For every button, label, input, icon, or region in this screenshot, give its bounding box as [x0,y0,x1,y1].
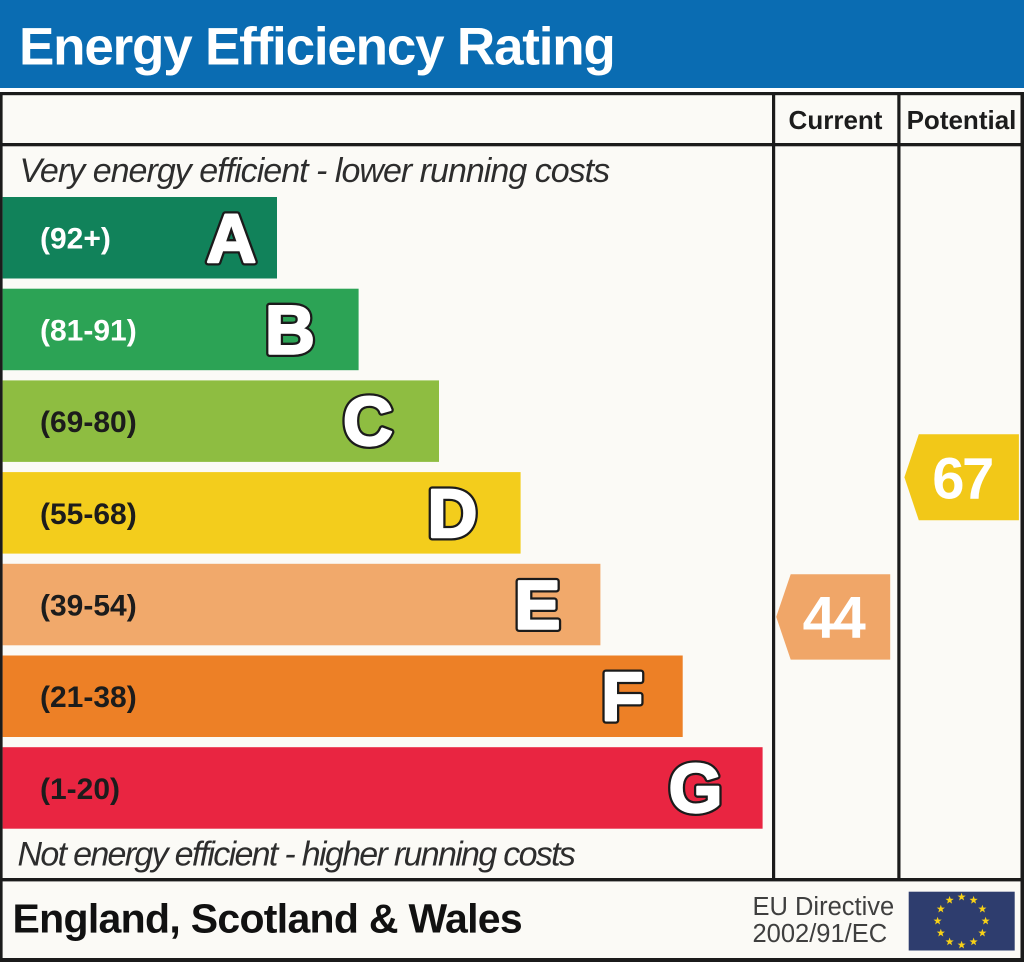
svg-text:(81-91): (81-91) [40,314,137,347]
svg-text:67: 67 [932,446,992,511]
svg-text:B: B [265,291,315,368]
svg-text:(55-68): (55-68) [40,498,137,531]
svg-text:2002/91/EC: 2002/91/EC [753,920,888,948]
svg-text:C: C [343,383,393,460]
svg-text:Very energy efficient - lower: Very energy efficient - lower running co… [20,152,611,190]
svg-text:(1-20): (1-20) [40,773,120,806]
svg-text:(69-80): (69-80) [40,406,137,439]
svg-text:D: D [428,475,478,552]
svg-text:G: G [669,750,723,827]
svg-text:E: E [514,567,560,644]
svg-text:D: D [428,475,478,552]
svg-text:A: A [206,200,256,277]
svg-text:Not energy efficient - higher: Not energy efficient - higher running co… [18,836,576,874]
svg-text:B: B [265,291,315,368]
svg-text:A: A [206,200,256,277]
svg-text:(21-38): (21-38) [40,681,137,714]
svg-text:F: F [601,658,643,735]
svg-text:(39-54): (39-54) [40,590,137,623]
svg-text:C: C [343,383,393,460]
svg-text:EU Directive: EU Directive [753,893,895,921]
svg-text:44: 44 [803,585,866,651]
svg-text:E: E [514,567,560,644]
svg-text:England, Scotland & Wales: England, Scotland & Wales [13,896,523,942]
svg-text:(92+): (92+) [40,223,111,256]
svg-text:Current: Current [789,105,883,135]
svg-text:G: G [669,750,723,827]
svg-text:Potential: Potential [907,105,1017,135]
svg-text:F: F [601,658,643,735]
svg-text:Energy Efficiency Rating: Energy Efficiency Rating [19,18,615,77]
